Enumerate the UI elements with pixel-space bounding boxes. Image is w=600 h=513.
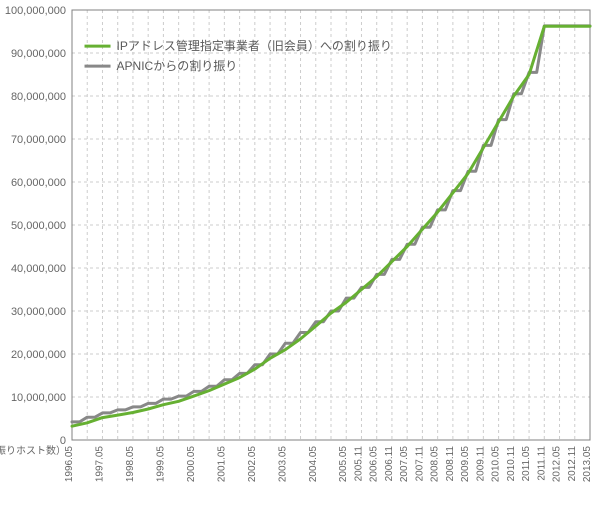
x-tick-label: 2012.05 <box>552 446 563 483</box>
x-tick-label: 2008.05 <box>430 446 441 483</box>
x-tick-label: 2002.05 <box>247 446 258 483</box>
x-tick-label: 2001.05 <box>216 446 227 483</box>
x-tick-label: 1997.05 <box>94 446 105 483</box>
x-tick-label: 2000.05 <box>186 446 197 483</box>
legend-label: APNICからの割り振り <box>117 58 238 73</box>
y-tick-label: 40,000,000 <box>11 263 66 275</box>
x-tick-label: 2010.05 <box>491 446 502 483</box>
x-tick-label: 2005.05 <box>338 446 349 483</box>
x-tick-label: 2007.05 <box>399 446 410 483</box>
x-tick-label: 2009.11 <box>475 446 486 482</box>
x-tick-label: 2007.11 <box>414 446 425 482</box>
y-axis-note: （割り振りホスト数） <box>0 444 66 457</box>
x-tick-label: 2006.11 <box>384 446 395 482</box>
x-tick-label: 2004.05 <box>308 446 319 483</box>
y-tick-label: 60,000,000 <box>11 177 66 189</box>
y-tick-label: 20,000,000 <box>11 349 66 361</box>
x-tick-label: 2011.11 <box>536 446 547 481</box>
x-tick-label: 2009.05 <box>460 446 471 483</box>
x-tick-label: 2011.05 <box>521 446 532 482</box>
x-tick-label: 2012.11 <box>567 446 578 482</box>
y-tick-label: 100,000,000 <box>5 5 66 17</box>
x-tick-label: 2003.05 <box>277 446 288 483</box>
x-tick-label: 2013.05 <box>582 446 593 483</box>
y-tick-label: 30,000,000 <box>11 306 66 318</box>
y-tick-label: 10,000,000 <box>11 392 66 404</box>
y-tick-label: 90,000,000 <box>11 48 66 60</box>
legend-label: IPアドレス管理指定事業者（旧会員）への割り振り <box>117 38 392 53</box>
x-tick-label: 2005.11 <box>353 446 364 482</box>
x-tick-label: 2006.05 <box>369 446 380 483</box>
x-tick-label: 2010.11 <box>506 446 517 482</box>
y-tick-label: 50,000,000 <box>11 220 66 232</box>
y-tick-label: 70,000,000 <box>11 134 66 146</box>
x-tick-label: 1999.05 <box>155 446 166 483</box>
ip-allocation-chart: 010,000,00020,000,00030,000,00040,000,00… <box>0 0 600 513</box>
x-tick-label: 2008.11 <box>445 446 456 482</box>
y-tick-label: 80,000,000 <box>11 91 66 103</box>
x-tick-label: 1998.05 <box>125 446 136 483</box>
